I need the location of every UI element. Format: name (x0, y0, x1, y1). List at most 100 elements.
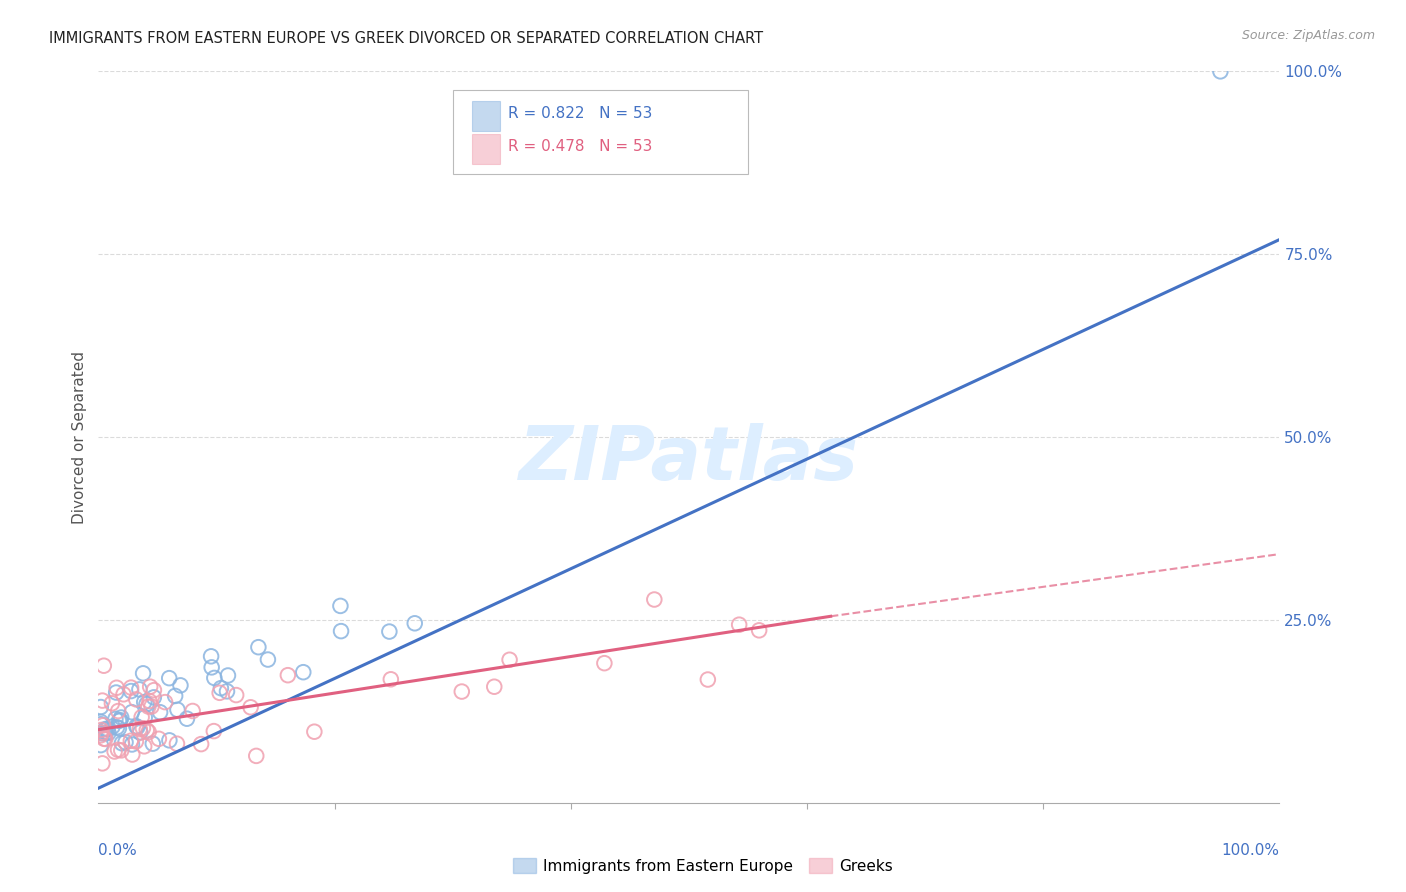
Point (138, 725, 160, 739)
Point (201, 660, 224, 674)
Point (90, 738, 112, 752)
Point (215, 684, 238, 698)
Point (111, 736, 134, 750)
Point (149, 705, 172, 719)
Point (105, 681, 128, 695)
Point (190, 737, 212, 751)
Point (105, 685, 128, 699)
Point (380, 673, 402, 687)
Point (202, 671, 225, 685)
Point (93, 658, 115, 673)
Point (125, 692, 148, 706)
Text: 100.0%: 100.0% (1222, 843, 1279, 858)
Point (239, 700, 262, 714)
FancyBboxPatch shape (471, 102, 501, 130)
Point (142, 737, 165, 751)
Point (138, 694, 160, 708)
Point (104, 745, 127, 759)
Point (112, 687, 135, 701)
Point (91, 718, 114, 732)
Point (165, 689, 187, 703)
Text: IMMIGRANTS FROM EASTERN EUROPE VS GREEK DIVORCED OR SEPARATED CORRELATION CHART: IMMIGRANTS FROM EASTERN EUROPE VS GREEK … (49, 31, 763, 46)
Point (208, 686, 231, 700)
Point (90, 700, 112, 714)
Point (110, 743, 132, 757)
Point (97, 726, 120, 740)
Point (329, 599, 352, 613)
Point (404, 616, 426, 631)
Point (101, 696, 124, 710)
Point (141, 699, 163, 714)
Point (643, 592, 665, 607)
Point (90, 717, 112, 731)
Point (120, 681, 142, 695)
Legend: Immigrants from Eastern Europe, Greeks: Immigrants from Eastern Europe, Greeks (506, 852, 900, 880)
Point (121, 705, 143, 719)
Point (110, 710, 132, 724)
Point (728, 617, 751, 632)
Point (225, 688, 247, 702)
Point (247, 640, 270, 655)
Point (120, 733, 142, 747)
Point (132, 666, 155, 681)
Point (378, 624, 401, 639)
Point (120, 684, 142, 698)
Point (105, 720, 128, 734)
Point (200, 649, 222, 664)
Text: 0.0%: 0.0% (98, 843, 138, 858)
Point (157, 671, 180, 685)
Point (304, 724, 326, 739)
FancyBboxPatch shape (453, 90, 748, 174)
Point (97, 722, 120, 736)
Point (166, 737, 188, 751)
Point (593, 656, 616, 670)
Point (91, 693, 114, 707)
Point (157, 733, 180, 747)
Point (209, 681, 232, 695)
Point (134, 739, 156, 754)
Point (166, 703, 188, 717)
Point (748, 624, 770, 638)
Point (217, 668, 239, 682)
Text: Source: ZipAtlas.com: Source: ZipAtlas.com (1241, 29, 1375, 42)
Point (91, 726, 114, 740)
Point (139, 680, 162, 694)
Point (94, 722, 117, 736)
Point (131, 710, 153, 724)
FancyBboxPatch shape (471, 135, 501, 163)
Point (90, 723, 112, 737)
Point (135, 723, 157, 738)
Point (107, 743, 129, 757)
Point (138, 699, 160, 714)
Point (153, 695, 176, 709)
Point (176, 712, 198, 726)
Point (110, 713, 132, 727)
Point (121, 747, 143, 762)
Point (128, 682, 150, 697)
Point (134, 695, 156, 709)
Point (142, 690, 165, 705)
Point (202, 724, 225, 739)
Point (696, 673, 718, 687)
Point (135, 697, 157, 711)
Point (450, 684, 472, 698)
Point (91, 756, 114, 771)
Point (125, 719, 148, 733)
Point (93, 731, 115, 746)
Point (94, 725, 117, 739)
Point (142, 683, 165, 698)
Point (134, 710, 156, 724)
Point (169, 678, 191, 692)
Point (330, 624, 353, 639)
Point (90, 714, 112, 729)
Point (277, 668, 299, 682)
Point (498, 653, 520, 667)
Point (129, 725, 152, 739)
Point (148, 731, 170, 746)
Point (114, 735, 136, 749)
Point (101, 720, 124, 734)
Point (94, 731, 117, 746)
Text: R = 0.822   N = 53: R = 0.822 N = 53 (508, 106, 652, 120)
Point (108, 722, 131, 736)
Point (90, 725, 112, 739)
